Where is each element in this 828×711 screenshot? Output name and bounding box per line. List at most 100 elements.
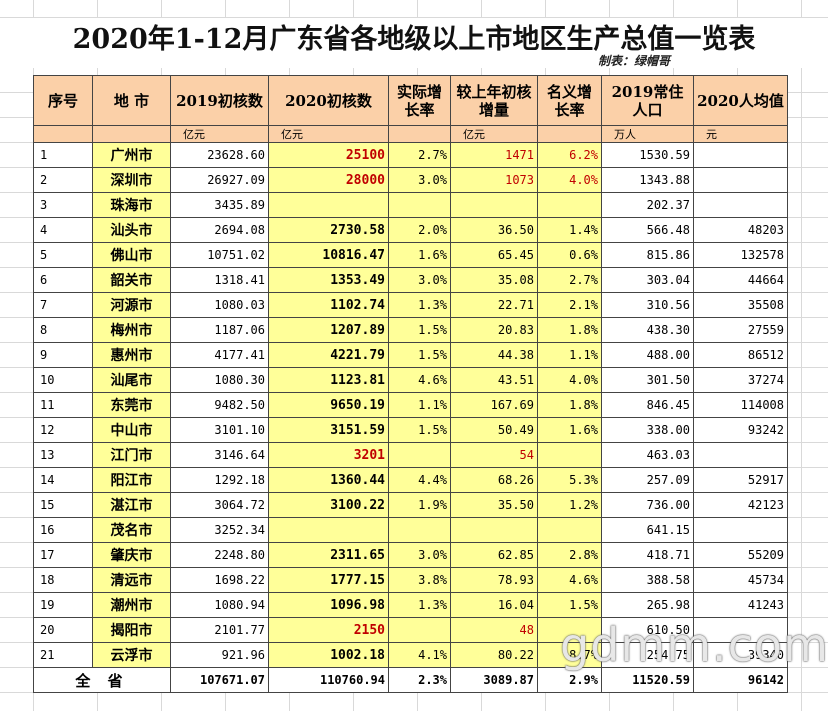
cell: 566.48 xyxy=(601,217,694,243)
header-cell: 实际增长率 xyxy=(388,75,451,126)
author-note: 制表：绿帽哥 xyxy=(598,54,671,68)
data-row: 4 汕头市 2694.08 2730.58 2.0% 36.50 1.4% 566.48 482… xyxy=(33,217,788,243)
data-row: 9 惠州市 4177.41 4221.79 1.5% 44.38 1.1% 488.00 865… xyxy=(33,342,788,368)
cell: 16 xyxy=(33,517,93,543)
data-row: 7 河源市 1080.03 1102.74 1.3% 22.71 2.1% 310.56 355… xyxy=(33,292,788,318)
cell: 1002.18 xyxy=(268,642,389,668)
cell: 18 xyxy=(33,567,93,593)
cell: 3435.89 xyxy=(170,192,269,218)
data-row: 13 江门市 3146.64 3201 54 463.03 xyxy=(33,442,788,468)
cell: 14 xyxy=(33,467,93,493)
cell: 338.00 xyxy=(601,417,694,443)
cell: 301.50 xyxy=(601,367,694,393)
total-cell: 107671.07 xyxy=(170,667,269,693)
cell: 641.15 xyxy=(601,517,694,543)
cell: 93242 xyxy=(693,417,788,443)
cell: 36.50 xyxy=(450,217,538,243)
cell: 河源市 xyxy=(92,292,171,318)
cell: 湛江市 xyxy=(92,492,171,518)
cell: 418.71 xyxy=(601,542,694,568)
cell: 19 xyxy=(33,592,93,618)
cell: 2150 xyxy=(268,617,389,643)
cell: 610.50 xyxy=(601,617,694,643)
cell: 1080.94 xyxy=(170,592,269,618)
cell: 5.3% xyxy=(537,467,602,493)
cell: 45734 xyxy=(693,567,788,593)
cell: 68.26 xyxy=(450,467,538,493)
cell: 清远市 xyxy=(92,567,171,593)
cell: 广州市 xyxy=(92,142,171,168)
cell: 48 xyxy=(450,617,538,643)
cell: 37274 xyxy=(693,367,788,393)
cell: 1 xyxy=(33,142,93,168)
cell: 1207.89 xyxy=(268,317,389,343)
cell: 云浮市 xyxy=(92,642,171,668)
header-cell: 较上年初核增量 xyxy=(450,75,538,126)
unit-cell: 亿元 xyxy=(450,125,538,143)
unit-cell xyxy=(537,125,602,143)
cell: 1080.30 xyxy=(170,367,269,393)
cell xyxy=(450,192,538,218)
cell xyxy=(693,167,788,193)
cell: 1318.41 xyxy=(170,267,269,293)
header-row: 序号地 市 2019初核数 2020初核数 实际增长率 较上年初核增量 名义增长率 2019… xyxy=(33,75,788,126)
data-row: 5 佛山市 10751.02 10816.47 1.6% 65.45 0.6% 815.86 1… xyxy=(33,242,788,268)
cell: 1.9% xyxy=(388,492,451,518)
cell: 1360.44 xyxy=(268,467,389,493)
total-cell: 2.3% xyxy=(388,667,451,693)
cell: 1.2% xyxy=(537,492,602,518)
cell: 0.6% xyxy=(537,242,602,268)
cell: 1.5% xyxy=(388,417,451,443)
cell: 1530.59 xyxy=(601,142,694,168)
cell: 202.37 xyxy=(601,192,694,218)
cell: 1.1% xyxy=(537,342,602,368)
cell: 1292.18 xyxy=(170,467,269,493)
cell: 4.6% xyxy=(388,367,451,393)
data-row: 14 阳江市 1292.18 1360.44 4.4% 68.26 5.3% 257.09 52… xyxy=(33,467,788,493)
header-cell: 序号 xyxy=(33,75,93,126)
watermark: gdmm.com xyxy=(560,618,828,672)
header-cell: 名义增长率 xyxy=(537,75,602,126)
cell: 佛山市 xyxy=(92,242,171,268)
cell: 1123.81 xyxy=(268,367,389,393)
cell: 3064.72 xyxy=(170,492,269,518)
cell: 4.6% xyxy=(537,567,602,593)
cell: 35.08 xyxy=(450,267,538,293)
cell: 50.49 xyxy=(450,417,538,443)
cell: 26927.09 xyxy=(170,167,269,193)
cell: 17 xyxy=(33,542,93,568)
cell xyxy=(268,192,389,218)
cell: 44664 xyxy=(693,267,788,293)
cell: 阳江市 xyxy=(92,467,171,493)
cell: 2101.77 xyxy=(170,617,269,643)
cell: 10816.47 xyxy=(268,242,389,268)
cell: 10751.02 xyxy=(170,242,269,268)
data-row: 1 广州市 23628.60 25100 2.7% 1471 6.2% 1530.59 xyxy=(33,142,788,168)
cell: 9 xyxy=(33,342,93,368)
cell: 2.7% xyxy=(537,267,602,293)
data-row: 10 汕尾市 1080.30 1123.81 4.6% 43.51 4.0% 301.50 37… xyxy=(33,367,788,393)
cell: 86512 xyxy=(693,342,788,368)
cell: 48203 xyxy=(693,217,788,243)
header-cell: 2019初核数 xyxy=(170,75,269,126)
cell: 257.09 xyxy=(601,467,694,493)
cell xyxy=(388,442,451,468)
cell: 846.45 xyxy=(601,392,694,418)
cell: 52917 xyxy=(693,467,788,493)
cell: 2311.65 xyxy=(268,542,389,568)
cell: 39340 xyxy=(693,642,788,668)
cell: 43.51 xyxy=(450,367,538,393)
unit-cell xyxy=(33,125,93,143)
cell: 35508 xyxy=(693,292,788,318)
cell xyxy=(388,192,451,218)
cell xyxy=(388,617,451,643)
cell: 44.38 xyxy=(450,342,538,368)
cell: 41243 xyxy=(693,592,788,618)
cell: 6.2% xyxy=(537,142,602,168)
data-row: 11 东莞市 9482.50 9650.19 1.1% 167.69 1.8% 846.45 1… xyxy=(33,392,788,418)
cell: 6 xyxy=(33,267,93,293)
cell: 254.75 xyxy=(601,642,694,668)
cell: 21 xyxy=(33,642,93,668)
total-cell: 110760.94 xyxy=(268,667,389,693)
cell: 1698.22 xyxy=(170,567,269,593)
